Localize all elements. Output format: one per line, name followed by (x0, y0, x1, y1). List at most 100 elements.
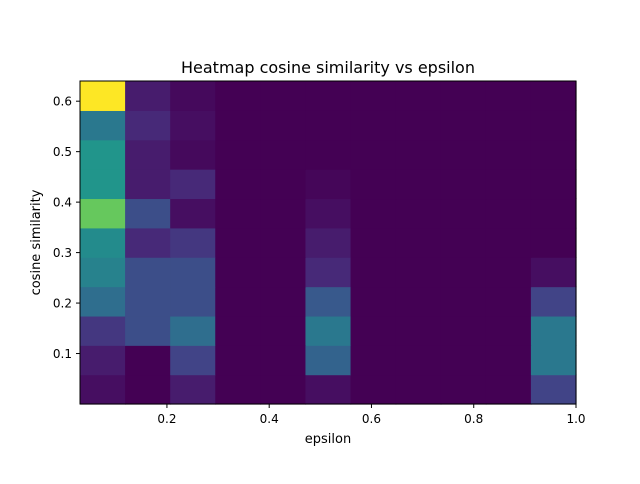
heatmap-cell (395, 374, 442, 405)
heatmap-cell (170, 374, 216, 405)
heatmap-cell (125, 139, 171, 170)
heatmap-cell (260, 315, 307, 346)
x-tick-label: 1.0 (566, 412, 585, 426)
heatmap-cell (395, 110, 442, 141)
heatmap-cell (530, 315, 577, 346)
y-tick-label: 0.5 (53, 145, 72, 159)
heatmap-cell (125, 198, 171, 229)
heatmap-cell (260, 139, 307, 170)
heatmap-cell (395, 198, 442, 229)
heatmap-cell (305, 81, 352, 111)
heatmap-cell (215, 110, 261, 141)
heatmap-cell (80, 110, 126, 141)
heatmap-cell (530, 169, 577, 200)
heatmap-cell (80, 345, 126, 376)
heatmap-cell (260, 286, 307, 317)
heatmap-cell (80, 198, 126, 229)
y-tick-label: 0.4 (53, 196, 72, 210)
heatmap-cell (80, 257, 126, 288)
heatmap-cell (350, 315, 397, 346)
heatmap-cell (350, 345, 397, 376)
heatmap-cell (350, 110, 397, 141)
heatmap-cell (350, 374, 397, 405)
heatmap-cell (350, 257, 397, 288)
heatmap-cell (485, 345, 532, 376)
heatmap-cell (440, 198, 487, 229)
heatmap-cell (80, 81, 126, 111)
plot-frame (79, 80, 577, 405)
heatmap-cell (485, 169, 532, 200)
y-tick-label: 0.1 (53, 347, 72, 361)
heatmap-cell (80, 315, 126, 346)
heatmap-cell (530, 110, 577, 141)
heatmap-cell (170, 315, 216, 346)
heatmap-cell (80, 286, 126, 317)
heatmap-cell (80, 227, 126, 258)
heatmap-cell (170, 139, 216, 170)
heatmap-cell (485, 227, 532, 258)
heatmap-cell (260, 257, 307, 288)
heatmap-cell (350, 198, 397, 229)
heatmap-cell (395, 286, 442, 317)
heatmap-cell (530, 374, 577, 405)
heatmap-cell (305, 139, 352, 170)
heatmap-cell (125, 81, 171, 111)
heatmap-cell (485, 286, 532, 317)
heatmap-cell (440, 227, 487, 258)
heatmap-cell (260, 374, 307, 405)
heatmap-cell (440, 169, 487, 200)
heatmap-cell (485, 198, 532, 229)
heatmap-cell (440, 257, 487, 288)
heatmap-cell (215, 345, 261, 376)
heatmap-cell (215, 81, 261, 111)
heatmap-cell (395, 81, 442, 111)
heatmap-cell (215, 374, 261, 405)
y-tick-label: 0.3 (53, 246, 72, 260)
heatmap-cell (170, 227, 216, 258)
heatmap-cell (530, 139, 577, 170)
heatmap-cell (350, 139, 397, 170)
x-axis-label: epsilon (305, 432, 351, 447)
heatmap-cell (305, 227, 352, 258)
heatmap-cell (485, 139, 532, 170)
heatmap-cell (350, 169, 397, 200)
heatmap-cell (485, 315, 532, 346)
heatmap-cell (485, 110, 532, 141)
heatmap-cell (485, 257, 532, 288)
heatmap-cell (170, 345, 216, 376)
heatmap-cell (440, 345, 487, 376)
x-tick-label: 0.6 (362, 412, 381, 426)
heatmap-cell (440, 81, 487, 111)
heatmap-cell (170, 169, 216, 200)
heatmap-cell (485, 374, 532, 405)
heatmap-cell (395, 139, 442, 170)
heatmap-cell (440, 315, 487, 346)
heatmap-cell (125, 110, 171, 141)
heatmap-cell (530, 257, 577, 288)
x-tick-label: 0.8 (464, 412, 483, 426)
heatmap-cell (125, 169, 171, 200)
heatmap-cell (215, 286, 261, 317)
heatmap-cell (350, 81, 397, 111)
heatmap-cell (260, 81, 307, 111)
heatmap-cell (395, 169, 442, 200)
heatmap-cell (305, 198, 352, 229)
heatmap-cell (170, 257, 216, 288)
heatmap-cell (260, 169, 307, 200)
x-tick-label: 0.2 (157, 412, 176, 426)
heatmap-cell (305, 257, 352, 288)
heatmap-cell (215, 139, 261, 170)
heatmap-cell (125, 374, 171, 405)
heatmap-cell (440, 286, 487, 317)
heatmap-cell (305, 110, 352, 141)
heatmap-cell (125, 257, 171, 288)
heatmap-cell (440, 374, 487, 405)
y-tick-label: 0.6 (53, 95, 72, 109)
heatmap-cell (260, 198, 307, 229)
heatmap-cell (80, 169, 126, 200)
heatmap-cell (125, 315, 171, 346)
heatmap-cell (530, 227, 577, 258)
heatmap-cell (350, 286, 397, 317)
heatmap-cell (125, 286, 171, 317)
